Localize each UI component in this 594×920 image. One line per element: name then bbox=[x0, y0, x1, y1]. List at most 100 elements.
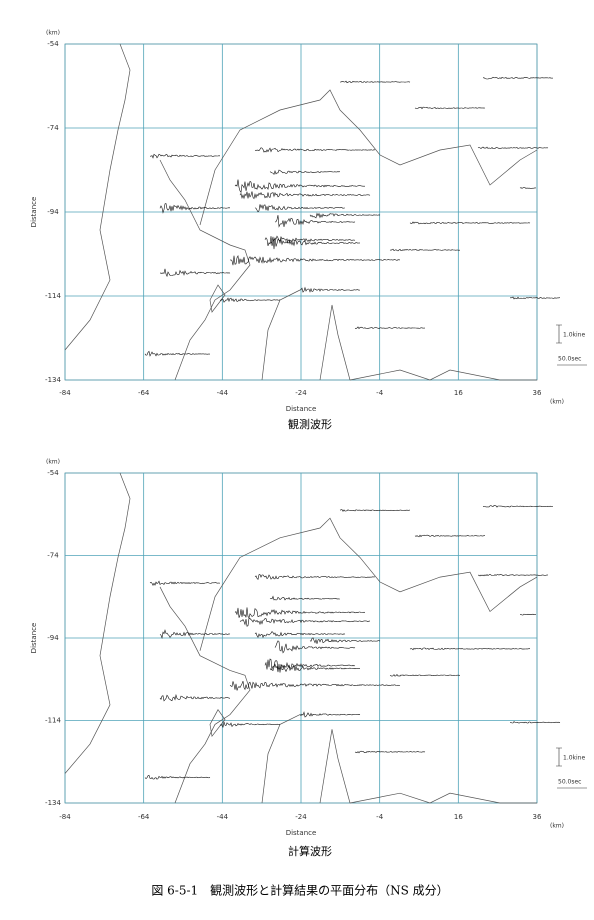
x-tick-label: -64 bbox=[138, 389, 150, 397]
waveform bbox=[354, 326, 426, 330]
waveform bbox=[254, 574, 376, 581]
time-scale: 50.0sec bbox=[558, 356, 581, 363]
waveform bbox=[309, 212, 381, 219]
x-tick-label: 16 bbox=[454, 389, 463, 397]
x-tick-label: -24 bbox=[295, 813, 307, 821]
waveform bbox=[269, 169, 341, 176]
coast-path bbox=[160, 160, 250, 380]
waveform bbox=[144, 774, 211, 780]
y-axis-label: Distance bbox=[30, 197, 38, 228]
x-unit: (km) bbox=[550, 823, 564, 830]
coast-path bbox=[65, 473, 130, 774]
scale-bar bbox=[556, 324, 562, 344]
x-tick-label: 16 bbox=[454, 813, 463, 821]
waveform bbox=[269, 236, 361, 250]
caption: 図 6-5-1 観測波形と計算結果の平面分布（NS 成分） bbox=[151, 883, 448, 898]
waveform bbox=[254, 204, 345, 213]
waveform bbox=[229, 680, 401, 691]
y-tick-label: -94 bbox=[47, 634, 59, 642]
waveform bbox=[150, 153, 221, 159]
waveform bbox=[274, 640, 356, 654]
waveform bbox=[354, 750, 426, 754]
y-unit: (km) bbox=[46, 30, 60, 37]
waveform bbox=[144, 350, 211, 357]
waveform bbox=[409, 221, 531, 225]
y-tick-label: -54 bbox=[47, 40, 59, 48]
waveform bbox=[234, 607, 366, 619]
x-tick-label: -64 bbox=[138, 813, 150, 821]
coast-path bbox=[210, 710, 225, 737]
waveform bbox=[389, 248, 460, 252]
x-tick-label: 36 bbox=[533, 389, 542, 397]
x-unit: (km) bbox=[550, 399, 564, 406]
coastline bbox=[65, 473, 537, 803]
waveform bbox=[264, 235, 356, 246]
waveform bbox=[414, 534, 486, 538]
x-tick-label: -4 bbox=[376, 389, 384, 397]
coast-path bbox=[262, 715, 300, 803]
y-tick-label: -134 bbox=[45, 799, 61, 807]
coast-path bbox=[350, 793, 537, 803]
coast-path bbox=[320, 729, 350, 803]
waveform bbox=[234, 179, 365, 194]
panel-title: 観測波形 bbox=[288, 417, 332, 431]
waveform bbox=[409, 647, 531, 651]
waveform bbox=[414, 106, 486, 110]
coast-path bbox=[200, 518, 537, 651]
waveform bbox=[299, 286, 361, 293]
waveform bbox=[239, 191, 371, 200]
waveform bbox=[159, 693, 231, 702]
waveform bbox=[482, 505, 554, 508]
waveform bbox=[159, 629, 231, 640]
waveform bbox=[159, 268, 231, 278]
map-panel: -84 -64 -44 -24 -4 16 36 -54 -74 -94 -114 -134 (km) (… bbox=[30, 30, 587, 431]
waveform bbox=[274, 215, 356, 228]
waveform bbox=[269, 663, 361, 673]
waveform bbox=[389, 674, 461, 677]
y-tick-label: -114 bbox=[45, 717, 61, 725]
waveform bbox=[159, 203, 231, 214]
y-tick-label: -54 bbox=[47, 469, 59, 477]
waveform bbox=[477, 146, 549, 150]
waveform bbox=[519, 187, 537, 189]
x-tick-label: -84 bbox=[59, 389, 71, 397]
x-tick-label: -24 bbox=[295, 389, 307, 397]
coast-path bbox=[350, 370, 537, 380]
waveform bbox=[149, 580, 221, 586]
x-tick-label: -44 bbox=[217, 389, 229, 397]
waveform bbox=[339, 80, 411, 84]
coastline bbox=[65, 44, 537, 380]
waveform bbox=[339, 509, 411, 512]
coast-path bbox=[210, 285, 225, 312]
waveform bbox=[478, 574, 549, 577]
y-tick-label: -74 bbox=[47, 552, 59, 560]
coast-path bbox=[200, 90, 537, 225]
coast-path bbox=[262, 290, 300, 380]
x-tick-label: 36 bbox=[533, 813, 542, 821]
map-panel: -84 -64 -44 -24 -4 16 36 -54 -74 -94 -114 -134 (km) (… bbox=[30, 459, 587, 858]
waveform bbox=[254, 147, 376, 153]
x-tick-label: -4 bbox=[376, 813, 384, 821]
coast-path bbox=[65, 44, 130, 350]
coast-path bbox=[160, 587, 250, 803]
waveform bbox=[510, 296, 561, 300]
waveform bbox=[254, 631, 346, 639]
waveform bbox=[482, 76, 554, 80]
waveform bbox=[509, 721, 561, 724]
coast-path bbox=[320, 305, 350, 380]
y-unit: (km) bbox=[46, 459, 60, 466]
scale-bar bbox=[556, 747, 562, 767]
waveform bbox=[269, 595, 340, 601]
y-tick-label: -74 bbox=[47, 124, 59, 132]
waveform bbox=[219, 297, 281, 303]
x-tick-label: -84 bbox=[59, 813, 71, 821]
x-tick-label: -44 bbox=[217, 813, 229, 821]
waveform bbox=[239, 617, 370, 627]
panel-title: 計算波形 bbox=[288, 844, 332, 858]
time-scale: 50.0sec bbox=[558, 779, 581, 786]
waveform bbox=[309, 637, 381, 644]
x-axis-label: Distance bbox=[286, 829, 317, 837]
y-tick-label: -134 bbox=[45, 376, 61, 384]
waveform bbox=[519, 613, 537, 616]
